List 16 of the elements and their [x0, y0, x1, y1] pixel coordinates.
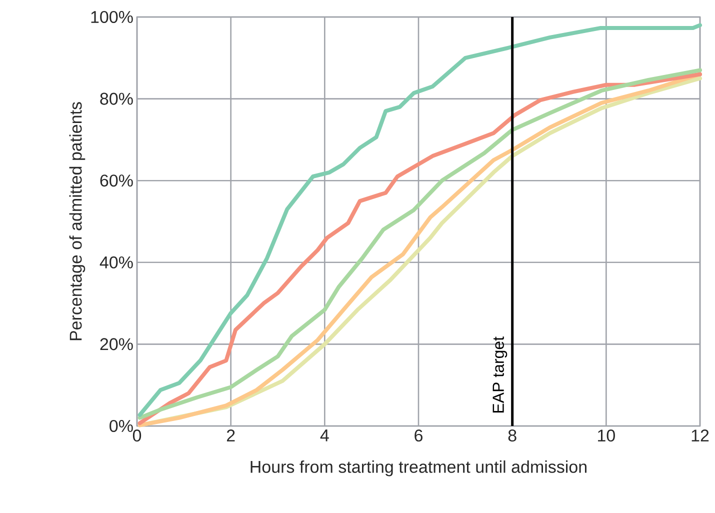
x-tick-label: 0: [132, 430, 142, 442]
x-tick-label: 10: [598, 430, 615, 442]
ref-line-label: EAP target: [492, 336, 508, 412]
x-tick-label: 8: [508, 430, 516, 442]
x-tick-label: 2: [226, 430, 235, 442]
y-tick-label: 100%: [91, 10, 133, 24]
y-tick-label: 20%: [100, 338, 133, 350]
x-axis-title: Hours from starting treatment until admission: [250, 460, 586, 476]
y-tick-label: 40%: [100, 256, 133, 268]
x-tick-label: 6: [414, 430, 422, 442]
x-tick-label: 12: [692, 430, 709, 442]
y-axis-title: Percentage of admitted patients: [69, 102, 86, 340]
y-tick-label: 60%: [100, 174, 133, 187]
y-tick-label: 80%: [100, 92, 133, 105]
y-tick-label: 0%: [110, 420, 133, 432]
x-tick-label: 4: [320, 430, 329, 442]
